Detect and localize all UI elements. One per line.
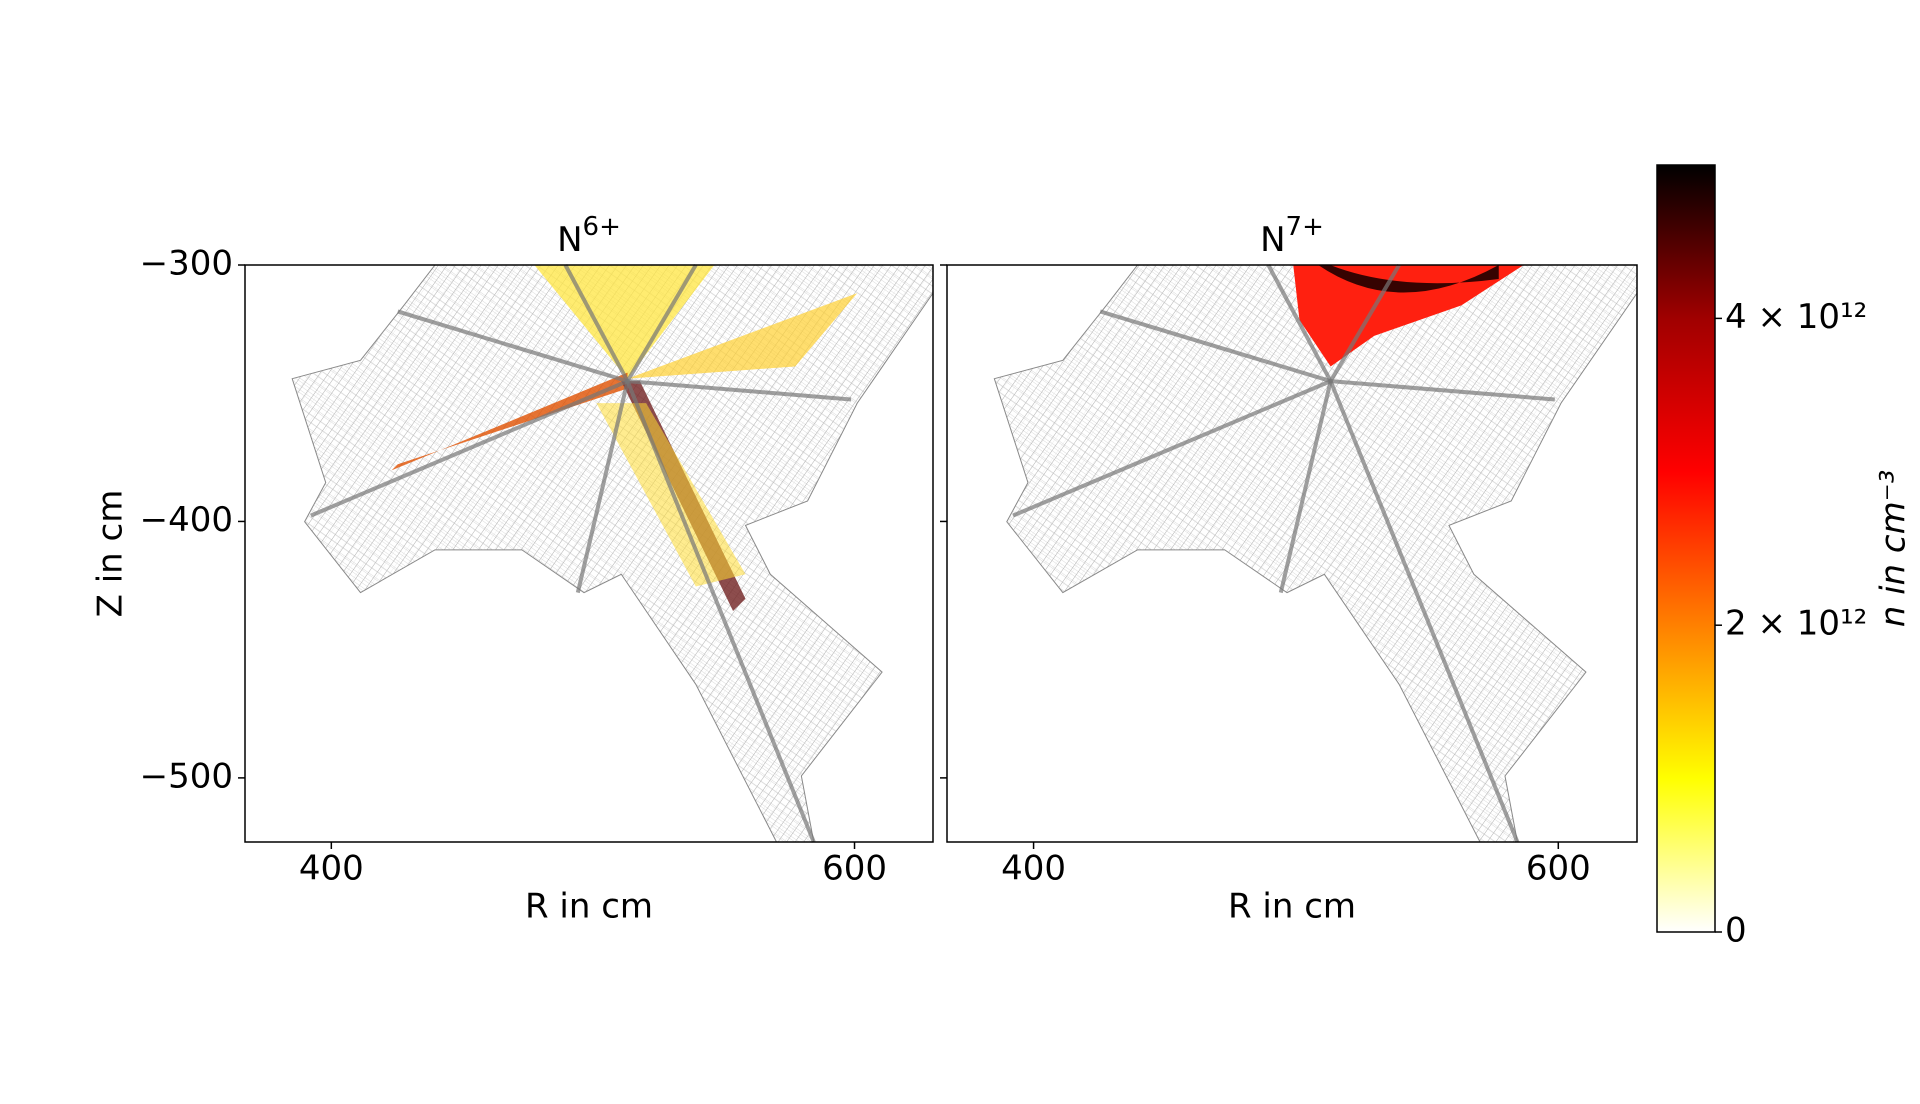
separatrix (1266, 264, 1333, 383)
separatrix (1328, 263, 1401, 383)
separatrix (310, 379, 629, 518)
colorbar (1656, 164, 1716, 933)
axes-frame (946, 264, 1638, 843)
y-tick-label: −400 (140, 500, 233, 540)
title-base: N (1260, 220, 1285, 260)
separatrix (397, 309, 629, 384)
colorbar-tick-label: 2 × 10¹² (1725, 604, 1867, 644)
axes-frame (244, 264, 934, 843)
mesh-overlay (292, 265, 933, 842)
separatrix (1328, 380, 1520, 843)
separatrix (625, 380, 816, 843)
title-superscript: 6+ (583, 212, 621, 242)
x-axis-label: R in cm (1228, 887, 1356, 927)
title-base: N (557, 220, 582, 260)
x-tick-label: 600 (1526, 849, 1591, 889)
colorbar-tick-label: 4 × 10¹² (1725, 297, 1867, 337)
density (1293, 265, 1524, 367)
colorbar-label: n in cm⁻³ (1874, 470, 1914, 628)
y-tick-label: −500 (140, 756, 233, 796)
separatrix (563, 264, 630, 383)
separatrix (1012, 379, 1332, 518)
panel (244, 263, 934, 843)
separatrix (1099, 309, 1332, 384)
density (596, 403, 746, 587)
density (391, 372, 628, 471)
separatrix (1330, 379, 1555, 402)
separatrix (627, 379, 852, 402)
mesh-overlay (994, 265, 1637, 842)
x-tick-label: 600 (822, 849, 887, 889)
y-tick-label: −300 (140, 244, 233, 284)
separatrix (1278, 380, 1333, 594)
colorbar-tick-label: 0 (1725, 911, 1747, 951)
x-tick-label: 400 (1001, 849, 1066, 889)
x-tick-label: 400 (299, 849, 364, 889)
panel-title: N6+ (557, 212, 621, 260)
x-axis-label: R in cm (525, 887, 653, 927)
title-superscript: 7+ (1286, 212, 1324, 242)
density (627, 293, 858, 379)
panel (946, 263, 1638, 843)
separatrix (575, 380, 630, 594)
density (1318, 265, 1499, 293)
panel-title: N7+ (1260, 212, 1324, 260)
separatrix (625, 263, 698, 383)
y-axis-label: Z in cm (91, 490, 131, 618)
